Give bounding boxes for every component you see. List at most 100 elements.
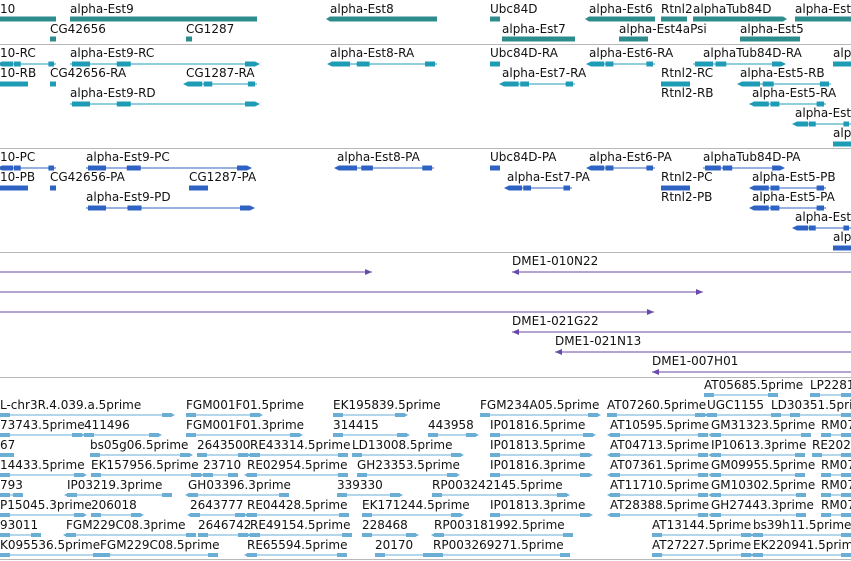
feature-alpha-est6-pa[interactable]: alpha-Est6-PA — [586, 150, 673, 171]
feature-gh27443-3prime[interactable]: GH27443.3prime — [708, 498, 814, 517]
feature-10-pb[interactable]: 10-PB — [0, 170, 35, 191]
feature-alphatub84d-pa[interactable]: alphaTub84D-PA — [703, 150, 801, 171]
feature-alpha-est[interactable]: alpha-Est — [833, 126, 851, 147]
feature-re65594-5prime[interactable]: RE65594.5prime — [244, 538, 348, 557]
feature-alpha-est[interactable]: alpha-Est — [795, 2, 851, 22]
feature-ip03219-3prime[interactable]: IP03219.3prime — [64, 478, 172, 497]
feature-re202[interactable]: RE202 — [812, 438, 851, 457]
feature-at27227-5prime[interactable]: AT27227.5prime — [652, 538, 754, 557]
feature-cg1287[interactable]: CG1287 — [186, 22, 234, 42]
feature-206018[interactable]: 206018 — [91, 498, 144, 517]
feature-alphatub84d-ra[interactable]: alphaTub84D-RA — [693, 46, 803, 67]
feature-re49154-5prime[interactable]: RE49154.5prime — [247, 518, 352, 537]
feature-alpha-est[interactable]: alpha-Est — [833, 230, 851, 251]
feature-at11710-5prime[interactable]: AT11710.5prime — [607, 478, 709, 497]
feature-at04713-5prime[interactable]: AT04713.5prime — [607, 438, 709, 457]
feature-ek220941-5prime[interactable]: EK220941.5prime — [750, 538, 851, 557]
feature-l-chr3r-4-039-a-5prime[interactable]: L-chr3R.4.039.a.5prime — [0, 398, 175, 417]
feature-alpha-est8-pa[interactable]: alpha-Est8-PA — [334, 150, 434, 171]
feature-alpha-est9-rd[interactable]: alpha-Est9-RD — [70, 86, 260, 107]
feature-alpha-est7-pa[interactable]: alpha-Est7-PA — [504, 170, 591, 191]
feature-at07260-5prime[interactable]: AT07260.5prime — [607, 398, 708, 417]
feature-ip01813-5prime[interactable]: IP01813.5prime — [490, 438, 593, 457]
feature-at28388-5prime[interactable]: AT28388.5prime — [607, 498, 709, 517]
feature-rtnl2-rc[interactable]: Rtnl2-RC — [661, 66, 713, 87]
feature-alpha-est7-ra[interactable]: alpha-Est7-RA — [499, 66, 587, 87]
feature-rtnl2-pc[interactable]: Rtnl2-PC — [661, 170, 713, 191]
feature-2646742[interactable]: 2646742 — [198, 518, 251, 537]
feature-ld30351-5prime[interactable]: LD30351.5prime — [771, 398, 851, 417]
feature-dme1-021g22[interactable]: DME1-021G22 — [512, 314, 851, 335]
feature-dme1-010n22[interactable]: DME1-010N22 — [512, 254, 851, 275]
feature-alpha-est5-ra[interactable]: alpha-Est5-RA — [749, 86, 837, 107]
feature-alpha-est5-rb[interactable]: alpha-Est5-RB — [737, 66, 831, 87]
feature-alphatub84d[interactable]: alphaTub84D — [693, 2, 787, 22]
feature-ld13008-5prime[interactable]: LD13008.5prime — [352, 438, 464, 457]
feature-at07361-5prime[interactable]: AT07361.5prime — [607, 458, 709, 477]
feature-bs39h11-5prime[interactable]: bs39h11.5prime — [750, 518, 851, 537]
feature-793[interactable]: 793 — [0, 478, 23, 497]
feature-ek195839-5prime[interactable]: EK195839.5prime — [333, 398, 441, 417]
feature-alpha-est8[interactable]: alpha-Est8 — [326, 2, 437, 22]
feature-228468[interactable]: 228468 — [362, 518, 419, 537]
feature-ip01813-3prime[interactable]: IP01813.3prime — [490, 498, 593, 517]
feature-fgm229c08-5prime[interactable]: FGM229C08.5prime — [97, 538, 220, 557]
feature-at10595-5prime[interactable]: AT10595.5prime — [607, 418, 709, 437]
feature-cg1287-pa[interactable]: CG1287-PA — [189, 170, 257, 191]
feature-314415[interactable]: 314415 — [333, 418, 410, 437]
feature-alpha-est[interactable]: alpha-Est — [833, 46, 851, 67]
feature-alpha-est5-pa[interactable]: alpha-Est5-PA — [749, 190, 836, 211]
feature-rtnl2[interactable]: Rtnl2 — [661, 2, 693, 22]
feature-bs05g06-5prime[interactable]: bs05g06.5prime — [90, 438, 193, 457]
feature-lp2281[interactable]: LP2281 — [810, 378, 851, 397]
feature-alpha-est7[interactable]: alpha-Est7 — [502, 22, 575, 42]
feature-gm10302-5prime[interactable]: GM10302.5prime — [708, 478, 815, 497]
feature-gh23353-5prime[interactable]: GH23353.5prime — [357, 458, 460, 477]
feature-cg1287-ra[interactable]: CG1287-RA — [183, 66, 257, 87]
feature-at13144-5prime[interactable]: AT13144.5prime — [652, 518, 754, 537]
feature-10-pc[interactable]: 10-PC — [0, 150, 56, 171]
feature-10[interactable]: 10 — [0, 2, 56, 22]
feature-23710[interactable]: 23710 — [203, 458, 241, 477]
feature-411496[interactable]: 411496 — [84, 418, 162, 437]
feature-cg42656-pa[interactable]: CG42656-PA — [50, 170, 126, 191]
feature-ip10613-3prime[interactable]: IP10613.3prime — [708, 438, 806, 457]
feature-ip01816-5prime[interactable]: IP01816.5prime — [490, 418, 596, 437]
feature-10-rb[interactable]: 10-RB — [0, 66, 36, 87]
feature-clones[interactable] — [0, 289, 703, 295]
feature-2643777[interactable]: 2643777 — [187, 498, 245, 517]
feature-alpha-est8-ra[interactable]: alpha-Est8-RA — [327, 46, 437, 67]
feature-20170[interactable]: 20170 — [375, 538, 436, 557]
feature-at05685-5prime[interactable]: AT05685.5prime — [704, 378, 803, 397]
feature-ek171244-5prime[interactable]: EK171244.5prime — [362, 498, 470, 517]
feature-fgm001f01-3prime[interactable]: FGM001F01.3prime — [186, 418, 304, 437]
feature-93011[interactable]: 93011 — [0, 518, 41, 537]
feature-gh03396-3prime[interactable]: GH03396.3prime — [185, 478, 291, 497]
feature-clones[interactable] — [0, 269, 372, 275]
feature-alpha-est6-ra[interactable]: alpha-Est6-RA — [586, 46, 674, 67]
feature-ubc84d-pa[interactable]: Ubc84D-PA — [490, 150, 557, 171]
feature-p15045-3prime[interactable]: P15045.3prime — [0, 498, 92, 517]
feature-re43314-5prime[interactable]: RE43314.5prime — [247, 438, 351, 457]
feature-alpha-est9-pc[interactable]: alpha-Est9-PC — [86, 150, 252, 171]
feature-ubc84d[interactable]: Ubc84D — [490, 2, 538, 22]
feature-dme1-007h01[interactable]: DME1-007H01 — [652, 354, 851, 375]
feature-re04428-5prime[interactable]: RE04428.5prime — [244, 498, 349, 517]
feature-2643500[interactable]: 2643500 — [197, 438, 251, 457]
feature-dme1-021n13[interactable]: DME1-021N13 — [555, 334, 851, 355]
feature-ek157956-5prime[interactable]: EK157956.5prime — [91, 458, 204, 477]
feature-gm31323-5prime[interactable]: GM31323.5prime — [708, 418, 815, 437]
feature-fgm001f01-5prime[interactable]: FGM001F01.5prime — [186, 398, 304, 417]
feature-fgm229c08-3prime[interactable]: FGM229C08.3prime — [63, 518, 196, 537]
feature-clones[interactable] — [0, 309, 654, 315]
feature-fgm234a05-5prime[interactable]: FGM234A05.5prime — [480, 398, 601, 417]
feature-rp003269271-5prime[interactable]: RP003269271.5prime — [430, 538, 570, 557]
feature-alpha-est9[interactable]: alpha-Est9 — [70, 2, 257, 22]
feature-rp003242145-5prime[interactable]: RP003242145.5prime — [432, 478, 570, 497]
feature-re02954-5prime[interactable]: RE02954.5prime — [244, 458, 348, 477]
